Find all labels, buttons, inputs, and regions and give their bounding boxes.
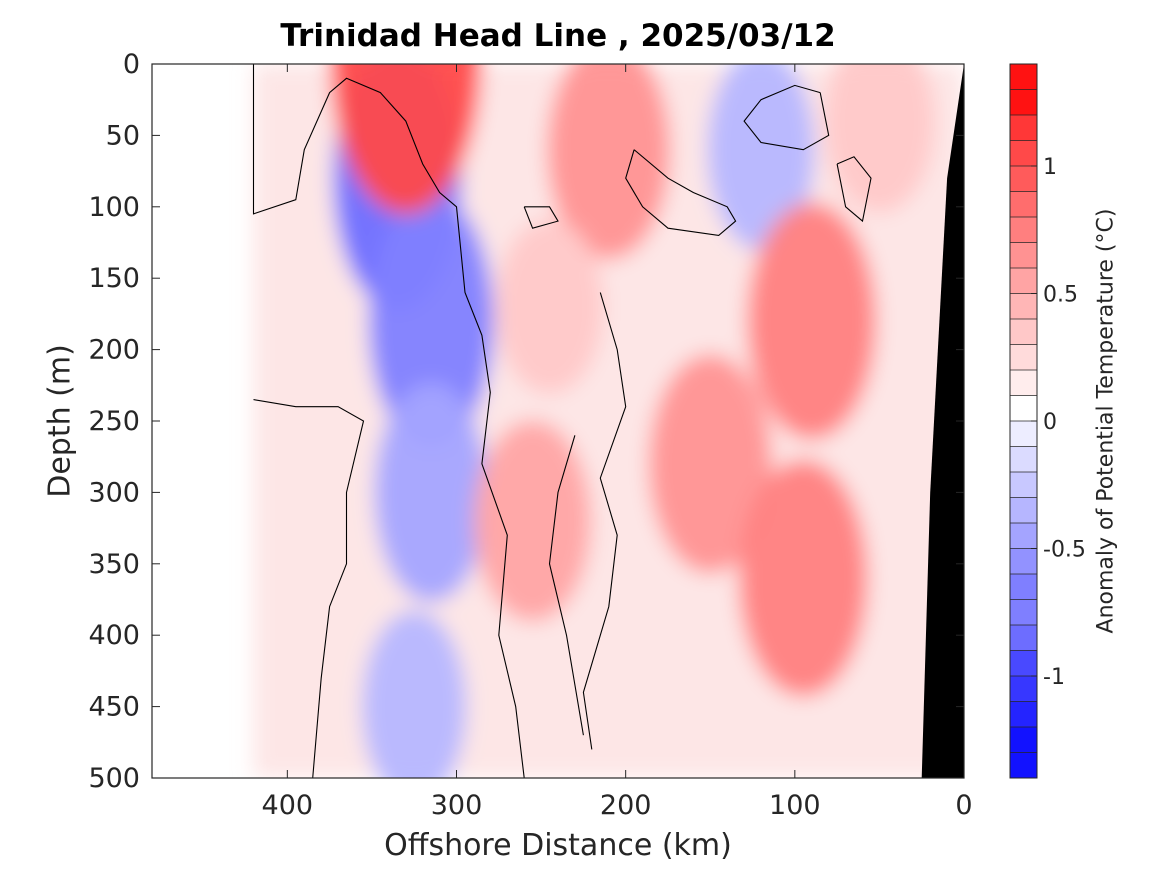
colorbar-level-2: [1010, 115, 1037, 141]
colorbar-tick-label-1: -0.5: [1043, 538, 1086, 563]
colorbar-level-6: [1010, 217, 1037, 243]
colorbar-level-9: [1010, 293, 1037, 320]
y-tick-label-0: 0: [123, 49, 140, 80]
contour-line-6: [625, 149, 737, 236]
colorbar-level-16: [1010, 472, 1037, 498]
field-feature-8: [747, 202, 877, 440]
field-feature-6: [547, 64, 671, 260]
field-feature-2: [374, 382, 488, 602]
colorbar-tick-label-4: 1: [1043, 155, 1057, 180]
field-feature-3: [362, 610, 467, 778]
colorbar-level-15: [1010, 446, 1037, 473]
x-tick-label-4: 0: [955, 790, 972, 821]
y-tick-label-3: 150: [88, 263, 140, 294]
colorbar: -1 -0.5 0 0.5 1: [1009, 63, 1086, 779]
colorbar-level-5: [1010, 191, 1037, 218]
colorbar-level-24: [1010, 676, 1037, 702]
y-tick-label-7: 350: [88, 549, 140, 580]
field-feature-9: [738, 459, 868, 697]
colorbar-level-20: [1010, 574, 1037, 600]
y-tick-label-2: 100: [88, 192, 140, 223]
colorbar-level-7: [1010, 242, 1037, 269]
contour-line-7: [743, 84, 830, 151]
x-tick-label-0: 400: [262, 790, 314, 821]
y-tick-label-9: 450: [88, 692, 140, 723]
axes: 400 300 200 100 0 0 50 100 150 200 250 300 350 400 450…: [88, 49, 972, 821]
colorbar-tick-label-2: 0: [1043, 410, 1057, 435]
field-feature-11: [495, 219, 604, 394]
field-feature-10: [474, 420, 592, 622]
x-tick-label-1: 300: [431, 790, 483, 821]
anomaly-field: [253, 64, 964, 778]
colorbar-level-13: [1010, 395, 1037, 422]
colorbar-level-14: [1010, 421, 1037, 447]
field-feature-4: [707, 64, 815, 251]
bathymetry: [921, 64, 964, 778]
x-axis-label: Offshore Distance (km): [384, 828, 732, 863]
contour-line-1: [253, 399, 365, 778]
colorbar-level-27: [1010, 752, 1037, 779]
colorbar-level-17: [1010, 497, 1037, 524]
colorbar-level-12: [1010, 370, 1037, 396]
x-tick-label-2: 200: [600, 790, 652, 821]
colorbar-tick-label-0: -1: [1043, 665, 1065, 690]
colorbar-level-4: [1010, 166, 1037, 192]
contour-line-2: [582, 292, 627, 750]
colorbar-level-0: [1010, 64, 1037, 90]
colorbar-tick-label-3: 0.5: [1043, 283, 1078, 308]
colorbar-level-8: [1010, 268, 1037, 294]
field-feature-7: [648, 354, 772, 574]
contour-line-5: [836, 156, 872, 223]
x-tick-label-3: 100: [769, 790, 821, 821]
y-tick-label-4: 200: [88, 335, 140, 366]
y-tick-label-6: 300: [88, 477, 140, 508]
contour-line-4: [523, 206, 559, 229]
colorbar-label: Anomaly of Potential Temperature (°C): [1093, 208, 1119, 634]
colorbar-level-23: [1010, 650, 1037, 677]
field-feature-5: [330, 64, 481, 214]
contour-line-0: [252, 64, 525, 778]
chart-title: Trinidad Head Line , 2025/03/12: [280, 18, 836, 54]
colorbar-level-25: [1010, 701, 1037, 728]
colorbar-level-18: [1010, 523, 1037, 549]
colorbar-level-3: [1010, 140, 1037, 167]
colorbar-level-21: [1010, 599, 1037, 626]
field-blobs: [253, 64, 964, 778]
y-tick-label-1: 50: [106, 120, 140, 151]
y-axis-label: Depth (m): [42, 344, 78, 498]
y-tick-label-8: 400: [88, 620, 140, 651]
colorbar-level-19: [1010, 548, 1037, 575]
colorbar-level-10: [1010, 319, 1037, 345]
y-tick-label-5: 250: [88, 406, 140, 437]
colorbar-level-22: [1010, 625, 1037, 651]
colorbar-level-1: [1010, 89, 1037, 116]
field-feature-12: [823, 64, 935, 213]
field-feature-1: [368, 193, 494, 449]
colorbar-level-26: [1010, 727, 1037, 753]
y-tick-label-10: 500: [88, 763, 140, 794]
zero-contours: [252, 64, 872, 778]
colorbar-level-11: [1010, 344, 1037, 371]
contour-line-3: [548, 435, 584, 736]
